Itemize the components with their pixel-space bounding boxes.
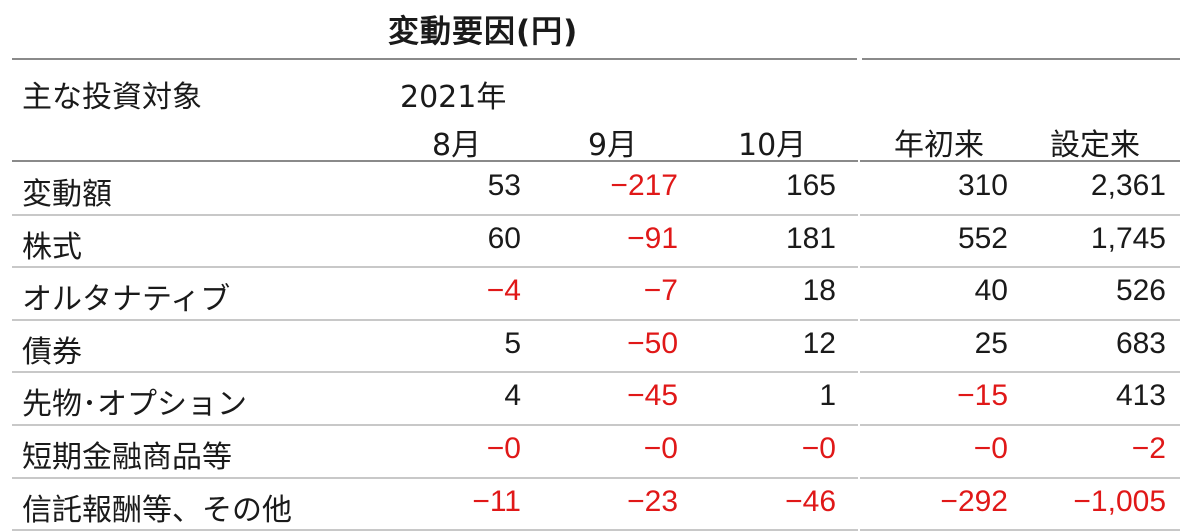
header-year-label: 2021年 (400, 80, 507, 115)
table-cell: 181 (785, 221, 836, 255)
column-header-aug: 8月 (432, 128, 482, 163)
table-cell: −0 (643, 432, 678, 465)
table-cell: 53 (487, 169, 521, 202)
header-rule (12, 160, 1180, 162)
row-label: 債券 (22, 334, 82, 370)
table-cell: 526 (1115, 274, 1166, 308)
row-rule (12, 371, 1180, 374)
row-rule (12, 476, 1180, 479)
column-header-since-inception: 設定来 (1050, 128, 1140, 163)
row-rule (12, 318, 1180, 321)
table-cell: −2 (1131, 432, 1166, 465)
table-cell: 552 (957, 221, 1008, 255)
row-rule (12, 424, 1180, 426)
table-cell: 310 (957, 169, 1008, 202)
header-corner-label: 主な投資対象 (22, 80, 202, 115)
table-cell: −23 (627, 484, 678, 518)
table-cell: −217 (610, 169, 678, 202)
table-cell: 683 (1115, 326, 1166, 360)
table-cell: 18 (802, 274, 836, 308)
table-cell: 165 (785, 169, 836, 202)
table-cell: −292 (940, 484, 1008, 518)
table-cell: −45 (627, 379, 678, 413)
table-cell: 2,361 (1090, 169, 1166, 202)
row-rule (12, 266, 1180, 269)
table-cell: −15 (957, 379, 1008, 413)
table-cell: 1 (819, 379, 836, 413)
row-rule (12, 213, 1180, 216)
table-cell: 4 (504, 379, 521, 413)
table-cell: 413 (1115, 379, 1166, 413)
top-rule-right (862, 58, 1180, 60)
table-cell: −91 (627, 221, 678, 255)
table-cell: 40 (974, 274, 1008, 308)
table-cell: −0 (486, 432, 521, 465)
row-label: 株式 (22, 229, 82, 265)
row-label: 信託報酬等、その他 (22, 492, 292, 528)
row-label: 先物･オプション (22, 387, 247, 423)
table-title: 変動要因(円) (388, 14, 579, 50)
row-label: 変動額 (22, 177, 112, 212)
table-cell: 5 (504, 326, 521, 360)
table-cell: 60 (487, 221, 521, 255)
table-cell: 1,745 (1090, 221, 1166, 255)
column-header-oct: 10月 (738, 128, 807, 163)
column-header-sep: 9月 (588, 128, 638, 163)
table-cell: −46 (785, 484, 836, 518)
table-cell: −1,005 (1073, 484, 1166, 518)
table-cell: −7 (643, 274, 678, 308)
top-rule-left (12, 58, 857, 60)
table-cell: −0 (973, 432, 1008, 465)
table-cell: −50 (627, 326, 678, 360)
table-cell: −0 (801, 432, 836, 465)
row-label: 短期金融商品等 (22, 440, 232, 475)
table-cell: 12 (802, 326, 836, 360)
row-label: オルタナティブ (22, 282, 231, 318)
table-cell: −4 (486, 274, 521, 308)
column-header-ytd: 年初来 (894, 128, 984, 163)
table-cell: 25 (974, 326, 1008, 360)
table-cell: −11 (472, 484, 521, 518)
column-separator (858, 60, 860, 531)
row-rule (12, 529, 1180, 531)
